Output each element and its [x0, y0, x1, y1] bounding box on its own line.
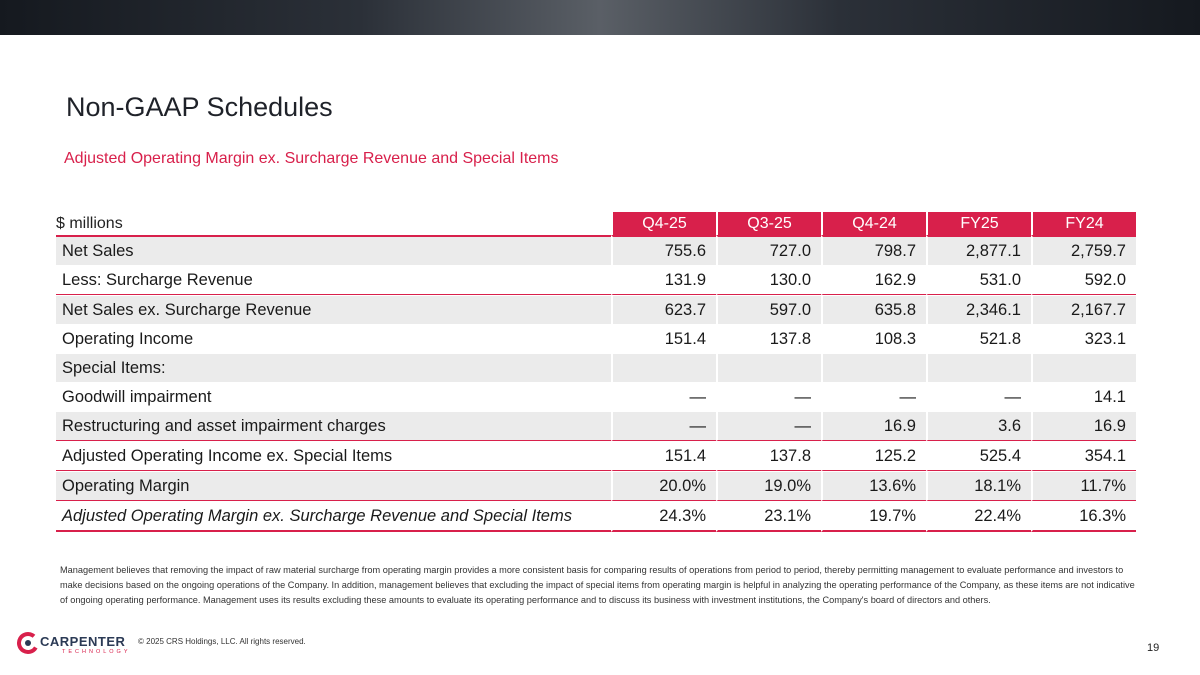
table-row: Operating Income 151.4 137.8 108.3 521.8…	[56, 324, 1136, 353]
table-row: Net Sales ex. Surcharge Revenue 623.7 59…	[56, 295, 1136, 324]
logo-wordmark: CARPENTER	[40, 634, 126, 649]
carpenter-logo-icon	[17, 632, 39, 654]
column-header: Q3-25	[716, 212, 821, 235]
cell-value: 521.8	[926, 324, 1031, 353]
cell-value: 592.0	[1031, 265, 1136, 295]
cell-value: 22.4%	[926, 501, 1031, 532]
row-label: Operating Income	[56, 324, 611, 353]
row-label: Special Items:	[56, 353, 611, 382]
cell-value: 23.1%	[716, 501, 821, 532]
cell-value: 151.4	[611, 324, 716, 353]
cell-value: 24.3%	[611, 501, 716, 532]
table-row: Adjusted Operating Margin ex. Surcharge …	[56, 501, 1136, 532]
cell-value: —	[611, 382, 716, 411]
row-label: Less: Surcharge Revenue	[56, 265, 611, 295]
non-gaap-table: $ millions Q4-25 Q3-25 Q4-24 FY25 FY24 N…	[56, 212, 1136, 532]
cell-value: 727.0	[716, 235, 821, 265]
copyright-text: © 2025 CRS Holdings, LLC. All rights res…	[138, 637, 306, 646]
cell-value: 108.3	[821, 324, 926, 353]
row-label: Restructuring and asset impairment charg…	[56, 411, 611, 441]
cell-value: 19.0%	[716, 471, 821, 501]
units-label: $ millions	[56, 214, 123, 232]
cell-value: 2,346.1	[926, 295, 1031, 324]
row-label: Goodwill impairment	[56, 382, 611, 411]
cell-value: 137.8	[716, 441, 821, 471]
column-header: Q4-25	[611, 212, 716, 235]
row-label: Net Sales	[56, 235, 611, 265]
table-row: Less: Surcharge Revenue 131.9 130.0 162.…	[56, 265, 1136, 295]
cell-value: 531.0	[926, 265, 1031, 295]
page-number: 19	[1147, 642, 1160, 654]
cell-value: 11.7%	[1031, 471, 1136, 501]
logo-subtext: TECHNOLOGY	[62, 649, 131, 655]
cell-value: 16.9	[1031, 411, 1136, 441]
table-row: Adjusted Operating Income ex. Special It…	[56, 441, 1136, 471]
table-row: Goodwill impairment — — — — 14.1	[56, 382, 1136, 411]
cell-value: 162.9	[821, 265, 926, 295]
cell-value	[716, 353, 821, 382]
cell-value: —	[821, 382, 926, 411]
table-row: Operating Margin 20.0% 19.0% 13.6% 18.1%…	[56, 471, 1136, 501]
cell-value: 130.0	[716, 265, 821, 295]
cell-value: 16.9	[821, 411, 926, 441]
row-label: Adjusted Operating Income ex. Special It…	[56, 441, 611, 471]
cell-value: 597.0	[716, 295, 821, 324]
cell-value: 2,167.7	[1031, 295, 1136, 324]
table-row: Restructuring and asset impairment charg…	[56, 411, 1136, 441]
cell-value: 623.7	[611, 295, 716, 324]
cell-value: 755.6	[611, 235, 716, 265]
page-title: Non-GAAP Schedules	[66, 92, 333, 122]
cell-value: 323.1	[1031, 324, 1136, 353]
cell-value: —	[611, 411, 716, 441]
cell-value: 137.8	[716, 324, 821, 353]
cell-value: 13.6%	[821, 471, 926, 501]
cell-value: 151.4	[611, 441, 716, 471]
cell-value: 125.2	[821, 441, 926, 471]
footnote-text: Management believes that removing the im…	[60, 565, 1135, 605]
cell-value: 354.1	[1031, 441, 1136, 471]
cell-value: 14.1	[1031, 382, 1136, 411]
cell-value: 18.1%	[926, 471, 1031, 501]
cell-value: 2,877.1	[926, 235, 1031, 265]
row-label: Adjusted Operating Margin ex. Surcharge …	[56, 501, 611, 532]
cell-value: —	[716, 411, 821, 441]
cell-value: 2,759.7	[1031, 235, 1136, 265]
cell-value: —	[716, 382, 821, 411]
cell-value	[926, 353, 1031, 382]
row-label: Net Sales ex. Surcharge Revenue	[56, 295, 611, 324]
cell-value: 525.4	[926, 441, 1031, 471]
cell-value: 131.9	[611, 265, 716, 295]
cell-value: 19.7%	[821, 501, 926, 532]
cell-value: 16.3%	[1031, 501, 1136, 532]
cell-value: 798.7	[821, 235, 926, 265]
cell-value	[1031, 353, 1136, 382]
row-label: Operating Margin	[56, 471, 611, 501]
column-header: FY25	[926, 212, 1031, 235]
table-row: Net Sales 755.6 727.0 798.7 2,877.1 2,75…	[56, 235, 1136, 265]
cell-value: —	[926, 382, 1031, 411]
cell-value	[821, 353, 926, 382]
column-header: Q4-24	[821, 212, 926, 235]
top-banner	[0, 0, 1200, 35]
cell-value: 20.0%	[611, 471, 716, 501]
page-subtitle: Adjusted Operating Margin ex. Surcharge …	[64, 150, 559, 167]
column-header: FY24	[1031, 212, 1136, 235]
cell-value	[611, 353, 716, 382]
cell-value: 3.6	[926, 411, 1031, 441]
table-row: Special Items:	[56, 353, 1136, 382]
table-header-row: $ millions Q4-25 Q3-25 Q4-24 FY25 FY24	[56, 212, 1136, 235]
cell-value: 635.8	[821, 295, 926, 324]
